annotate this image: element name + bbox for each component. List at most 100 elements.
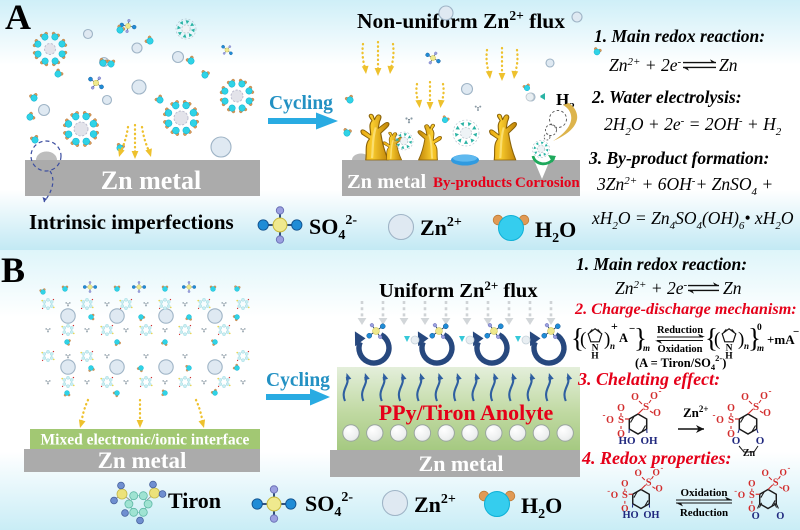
svg-text:-: - <box>734 485 737 495</box>
svg-text:Zn: Zn <box>719 55 738 75</box>
svg-text:m: m <box>757 343 764 353</box>
svg-text:A: A <box>5 0 31 37</box>
svg-text:2. Charge-discharge mechanism:: 2. Charge-discharge mechanism: <box>574 300 797 318</box>
svg-text:HO: HO <box>622 510 638 521</box>
svg-text:3. By-product formation:: 3. By-product formation: <box>588 148 769 168</box>
svg-text:m: m <box>643 343 650 353</box>
svg-text:Zn metal: Zn metal <box>98 448 187 473</box>
svg-text:-: - <box>787 463 790 473</box>
svg-text:O: O <box>761 469 768 479</box>
svg-text:-: - <box>603 410 606 420</box>
svg-text:): ) <box>738 329 744 350</box>
svg-text:H: H <box>591 352 599 362</box>
svg-text:−: − <box>629 323 635 335</box>
svg-text:O: O <box>748 480 755 490</box>
svg-text:{: { <box>571 323 584 353</box>
svg-text:4. Redox properties:: 4. Redox properties: <box>581 448 731 468</box>
svg-text:O: O <box>748 504 755 514</box>
svg-text:O: O <box>650 391 658 402</box>
svg-text:−: − <box>793 326 799 338</box>
svg-text:O: O <box>653 408 661 419</box>
svg-text:N: N <box>726 343 733 353</box>
svg-text:O: O <box>782 484 789 494</box>
svg-text:By-products: By-products <box>433 175 512 191</box>
svg-text:-: - <box>607 485 610 495</box>
svg-text:Zn metal: Zn metal <box>419 451 504 476</box>
svg-text:OH: OH <box>640 435 658 447</box>
svg-text:Zn2+ + 2e-: Zn2+ + 2e- <box>609 55 682 75</box>
svg-text:H2O: H2O <box>535 217 576 246</box>
svg-text:O: O <box>716 415 724 426</box>
svg-text:O: O <box>738 491 745 501</box>
svg-text:S: S <box>773 478 779 489</box>
svg-text:O: O <box>621 504 628 514</box>
svg-text:O: O <box>621 480 628 490</box>
svg-text:Tiron: Tiron <box>168 488 221 513</box>
svg-text:3. Chelating effect:: 3. Chelating effect: <box>577 369 720 389</box>
svg-text:Zn: Zn <box>743 448 756 459</box>
svg-text:Uniform Zn2+ flux: Uniform Zn2+ flux <box>379 278 538 302</box>
svg-text:Oxidation: Oxidation <box>680 487 727 499</box>
svg-text:O: O <box>617 429 625 440</box>
svg-text:Zn2+ + 2e-: Zn2+ + 2e- <box>615 278 688 298</box>
svg-text:(A = Tiron/SO42-): (A = Tiron/SO42-) <box>635 353 726 372</box>
svg-text:O: O <box>780 468 787 478</box>
svg-text:+: + <box>611 319 618 333</box>
svg-text:Zn metal: Zn metal <box>101 166 201 195</box>
svg-text:O: O <box>776 511 784 522</box>
svg-text:B: B <box>1 250 25 290</box>
svg-text:O: O <box>653 468 660 478</box>
svg-text:O: O <box>634 469 641 479</box>
svg-text:Non-uniform Zn2+ flux: Non-uniform Zn2+ flux <box>357 8 565 33</box>
svg-text:Cycling: Cycling <box>266 370 330 391</box>
svg-text:Zn: Zn <box>723 278 742 298</box>
svg-text:O: O <box>611 491 618 501</box>
svg-text:O: O <box>606 415 614 426</box>
svg-text:O: O <box>727 403 735 414</box>
svg-text:}: } <box>748 323 761 353</box>
svg-text:+mA: +mA <box>767 332 795 347</box>
svg-text:Zn metal: Zn metal <box>347 171 426 193</box>
svg-text:S: S <box>646 478 652 489</box>
svg-text:-: - <box>769 386 772 396</box>
svg-text:O: O <box>752 511 760 522</box>
svg-text:2. Water electrolysis:: 2. Water electrolysis: <box>591 87 742 107</box>
svg-text:S: S <box>753 401 759 413</box>
svg-text:H: H <box>725 352 733 362</box>
svg-text:{: { <box>705 323 718 353</box>
svg-text:O: O <box>727 429 735 440</box>
svg-text:HO: HO <box>618 435 636 447</box>
svg-text:1. Main redox reaction:: 1. Main redox reaction: <box>594 26 765 46</box>
svg-text:-: - <box>713 410 716 420</box>
svg-text:N: N <box>592 343 599 353</box>
svg-text:S: S <box>749 490 755 501</box>
svg-text:(: ( <box>580 329 586 350</box>
svg-text:PPy/Tiron Anolyte: PPy/Tiron Anolyte <box>379 400 554 425</box>
svg-text:Cycling: Cycling <box>269 93 333 114</box>
svg-text:O: O <box>763 408 771 419</box>
svg-text:-: - <box>659 386 662 396</box>
svg-text:1. Main redox reaction:: 1. Main redox reaction: <box>576 254 747 274</box>
svg-text:S: S <box>618 414 624 426</box>
svg-text:n: n <box>610 341 615 351</box>
svg-text:O: O <box>631 392 639 403</box>
svg-text:O: O <box>756 435 765 447</box>
svg-text:Reduction: Reduction <box>657 325 703 336</box>
svg-text:Reduction: Reduction <box>680 507 728 519</box>
svg-text:Mixed electronic/ionic interfa: Mixed electronic/ionic interface <box>41 432 250 449</box>
svg-text:O: O <box>655 484 662 494</box>
svg-text:Oxidation: Oxidation <box>658 344 703 355</box>
svg-text:A: A <box>619 331 628 345</box>
svg-text:Corrosion: Corrosion <box>515 175 580 191</box>
svg-text:S: S <box>622 490 628 501</box>
svg-text:O: O <box>741 392 749 403</box>
svg-text:O: O <box>732 435 741 447</box>
svg-text:S: S <box>728 414 734 426</box>
svg-text:0: 0 <box>757 323 762 333</box>
svg-text:OH: OH <box>643 510 659 521</box>
svg-text:O: O <box>760 391 768 402</box>
svg-text:S: S <box>643 401 649 413</box>
svg-text:-: - <box>660 463 663 473</box>
svg-text:n: n <box>744 341 749 351</box>
svg-text:(: ( <box>714 329 720 350</box>
